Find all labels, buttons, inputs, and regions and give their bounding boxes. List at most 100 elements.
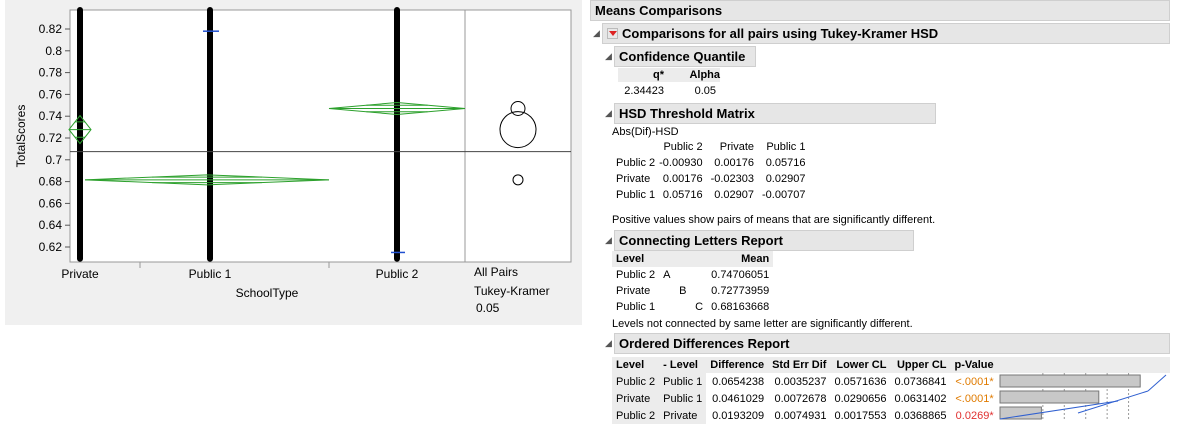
od-difference: 0.0461029 (706, 390, 769, 407)
oneway-plot-panel: 0.82 0.8 0.78 0.76 0.74 0.72 0.7 0.68 0.66 0.64 0.… (5, 0, 582, 325)
od-bar (999, 406, 1042, 420)
od-std-err: 0.0072678 (768, 390, 831, 407)
plot-frame (69, 9, 572, 263)
hsd-row-label: Public 2 (616, 157, 656, 169)
tukey-section-header[interactable]: Comparisons for all pairs using Tukey-Kr… (602, 23, 1170, 44)
letter-b (675, 267, 691, 283)
means-diamonds (68, 102, 466, 186)
hsd-row: Private 0.00176 -0.02303 0.02907 (612, 171, 809, 187)
od-header: Difference (710, 359, 765, 371)
hsd-cell: -0.00707 (762, 189, 806, 201)
od-upper-cl: 0.0631402 (890, 390, 951, 407)
comparison-label-method: Tukey-Kramer (474, 284, 550, 298)
od-ci-line (999, 400, 1118, 420)
oneway-plot: 0.82 0.8 0.78 0.76 0.74 0.72 0.7 0.68 0.66 0.64 0.… (14, 7, 572, 300)
ordered-differences-header[interactable]: Ordered Differences Report (614, 333, 1170, 354)
alpha-value: 0.05 (694, 85, 716, 97)
letter-a (659, 299, 675, 315)
alpha-header: Alpha (664, 68, 720, 82)
od-difference: 0.0654238 (706, 373, 769, 390)
letter-b (675, 299, 691, 315)
hsd-row: Public 2 -0.00930 0.00176 0.05716 (612, 155, 809, 171)
y-tick-label: 0.74 (39, 109, 63, 123)
hsd-matrix-title: HSD Threshold Matrix (619, 106, 755, 121)
letters-level: Public 2 (616, 269, 656, 281)
od-lower-cl: 0.0290656 (830, 390, 891, 407)
y-tick-label: 0.7 (45, 153, 62, 167)
od-upper-cl: 0.0736841 (890, 373, 951, 390)
od-p-value: <.0001* (950, 373, 998, 390)
q-star-value: 2.34423 (624, 85, 664, 97)
od-bar-chart (999, 373, 1166, 421)
letters-level: Private (616, 285, 651, 297)
hsd-col-header: Private (719, 141, 755, 153)
disclosure-icon[interactable]: ◢ (605, 51, 612, 61)
hsd-cell: 0.05716 (662, 189, 703, 201)
x-axis-title: SchoolType (236, 286, 299, 300)
report-title[interactable]: Means Comparisons (590, 0, 1170, 21)
disclosure-icon[interactable]: ◢ (605, 235, 612, 245)
letters-mean-header: Mean (741, 253, 770, 265)
od-level: Public 2 (616, 409, 656, 422)
letter-b: B (679, 285, 687, 297)
ordered-differences-table: Level - Level Difference Std Err Dif Low… (612, 357, 1170, 424)
od-header: Std Err Dif (772, 359, 827, 371)
y-tick-label: 0.82 (39, 22, 63, 36)
connecting-letters-table: Level Mean Public 2 A 0.74706051 Private… (612, 251, 774, 315)
disclosure-icon[interactable]: ◢ (605, 108, 612, 118)
od-bar-chart-cell (997, 373, 1170, 424)
letters-mean: 0.74706051 (711, 269, 770, 281)
hsd-cell: -0.00930 (659, 157, 703, 169)
letter-a (659, 283, 675, 299)
letters-level-header: Level (616, 253, 645, 265)
comparison-label-pairs: All Pairs (474, 265, 519, 279)
letters-note: Levels not connected by same letter are … (612, 318, 913, 330)
od-row: Public 2 Public 1 0.0654238 0.0035237 0.… (612, 373, 1170, 424)
report-title-text: Means Comparisons (595, 3, 723, 18)
letters-row: Public 2 A 0.74706051 (612, 267, 773, 283)
data-points (77, 7, 405, 262)
od-p-value: 0.0269* (950, 407, 998, 424)
hsd-cell: 0.00176 (714, 157, 755, 169)
od-p-value: <.0001* (950, 390, 998, 407)
y-axis-title: TotalScores (14, 105, 28, 168)
disclosure-icon[interactable]: ◢ (605, 338, 612, 348)
hsd-matrix-header[interactable]: HSD Threshold Matrix (614, 103, 936, 124)
hsd-cell: 0.02907 (765, 173, 806, 185)
comparison-label-alpha: 0.05 (476, 301, 500, 315)
od-minus-level: Private (663, 409, 698, 422)
od-difference: 0.0193209 (706, 407, 769, 424)
y-tick-label: 0.72 (39, 131, 63, 145)
hsd-matrix-table: Public 2 Private Public 1 Public 2 -0.00… (612, 139, 809, 203)
means-comparisons-report: Means Comparisons ◢ Comparisons for all … (590, 0, 1180, 437)
y-tick-label: 0.76 (39, 87, 63, 101)
comparison-circle-private (499, 111, 537, 149)
x-axis: Private Public 1 Public 2 (61, 262, 419, 281)
letter-c (691, 283, 707, 299)
od-minus-level: Public 1 (663, 392, 703, 405)
od-minus-level: Public 1 (663, 375, 703, 388)
disclosure-icon[interactable]: ◢ (593, 28, 600, 38)
hsd-row-label: Private (616, 173, 651, 185)
confidence-quantile-title: Confidence Quantile (619, 49, 746, 64)
od-upper-cl: 0.0368865 (890, 407, 951, 424)
hsd-col-header: Public 2 (663, 141, 703, 153)
hsd-row: Public 1 0.05716 0.02907 -0.00707 (612, 187, 809, 203)
x-tick-label: Public 2 (376, 267, 419, 281)
letters-mean: 0.72773959 (711, 285, 770, 297)
od-level: Public 2 (616, 375, 656, 388)
od-std-err: 0.0074931 (768, 407, 831, 424)
letters-mean: 0.68163668 (711, 301, 770, 313)
y-axis: 0.82 0.8 0.78 0.76 0.74 0.72 0.7 0.68 0.66 0.64 0.… (39, 22, 70, 254)
od-bar (999, 390, 1099, 404)
red-triangle-menu-icon[interactable] (607, 28, 618, 39)
confidence-quantile-header[interactable]: Confidence Quantile (614, 46, 756, 67)
od-lower-cl: 0.0017553 (830, 407, 891, 424)
letter-a: A (663, 269, 671, 281)
od-lower-cl: 0.0571636 (830, 373, 891, 390)
x-tick-label: Private (61, 267, 99, 281)
letters-row: Public 1 C 0.68163668 (612, 299, 773, 315)
od-header: - Level (663, 359, 698, 371)
od-header: Lower CL (836, 359, 887, 371)
connecting-letters-header[interactable]: Connecting Letters Report (614, 230, 914, 251)
